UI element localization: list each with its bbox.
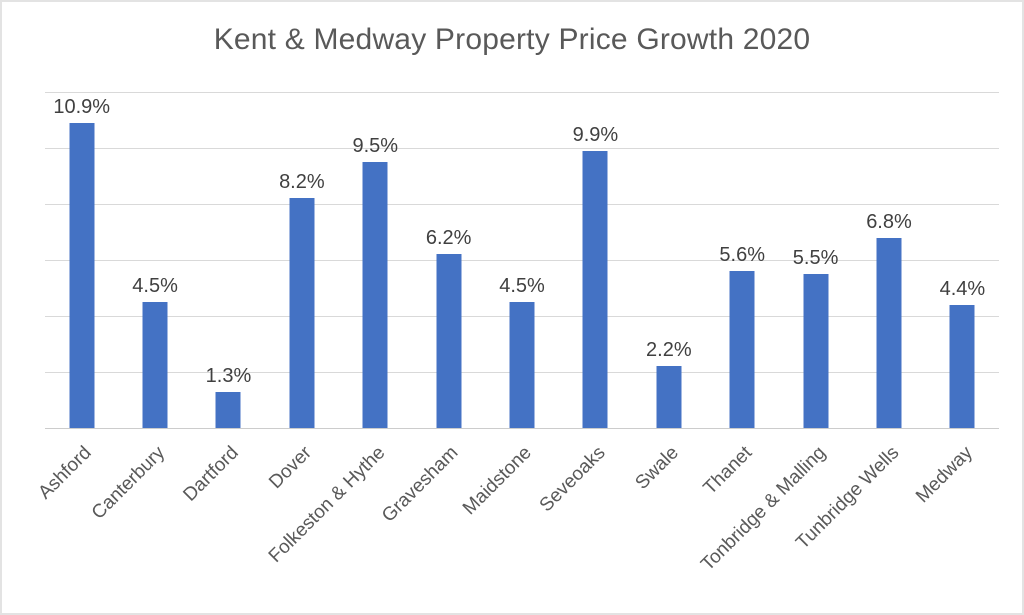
x-axis-label: Dover [265, 442, 317, 493]
x-axis-line [45, 428, 999, 429]
x-axis-labels: Ashford Canterbury Dartford Dover Folkeston … [35, 429, 999, 615]
x-label-cell: Swale [632, 429, 705, 615]
bar-column: 5.5% [779, 92, 852, 428]
x-label-cell: Seveoaks [536, 429, 632, 615]
x-label-cell: Medway [912, 429, 999, 615]
bar [729, 271, 755, 428]
bar-value-label: 5.5% [792, 247, 839, 269]
bar [509, 302, 535, 428]
x-label-cell: Maidstone [459, 429, 558, 615]
bar-columns: 10.9% 4.5% 1.3% 8.2% 9.5% 6.2% 4.5% 9.9% 2.2% 5.6… [45, 92, 999, 428]
bar [289, 198, 315, 428]
bar [949, 304, 975, 428]
bar-value-label: 1.3% [205, 364, 252, 387]
gridline [45, 148, 999, 149]
bar-column: 4.4% [926, 92, 999, 428]
bar [656, 366, 682, 428]
bar-value-label: 4.5% [132, 275, 178, 297]
bar-column: 9.5% [339, 92, 412, 428]
bar-column: 2.2% [632, 92, 705, 428]
plot-area: 10.9% 4.5% 1.3% 8.2% 9.5% 6.2% 4.5% 9.9% 2.2% 5.6… [45, 92, 999, 429]
bar-value-label: 10.9% [53, 95, 111, 118]
bar-column: 4.5% [485, 92, 558, 428]
bar-column: 6.8% [852, 92, 925, 428]
x-label-cell: Tunbridge Wells [792, 429, 925, 615]
gridline [45, 204, 999, 205]
gridline [45, 260, 999, 261]
chart-title: Kent & Medway Property Price Growth 2020 [213, 23, 811, 56]
x-axis-label: Swale [631, 442, 683, 494]
x-label-cell: Folkeston & Hythe [265, 429, 412, 615]
x-axis-label: Thanet [699, 442, 757, 499]
x-label-cell: Dartford [179, 429, 265, 615]
bar-value-label: 4.5% [499, 275, 545, 297]
bar [362, 162, 388, 428]
bar-column: 9.9% [559, 92, 632, 428]
bar-column: 6.2% [412, 92, 485, 428]
bar [582, 150, 608, 428]
x-label-cell: Ashford [35, 429, 118, 615]
bar-value-label: 9.5% [352, 135, 399, 157]
bar-value-label: 6.8% [866, 210, 912, 233]
bar-column: 5.6% [706, 92, 779, 428]
bar-value-label: 2.2% [646, 339, 692, 362]
bar [803, 274, 829, 428]
bar-value-label: 6.2% [425, 227, 472, 250]
bar-value-label: 5.6% [719, 244, 765, 267]
bar-value-label: 8.2% [279, 171, 325, 194]
bar-column: 1.3% [192, 92, 265, 428]
bar-column: 4.5% [118, 92, 191, 428]
gridline [45, 92, 999, 93]
bar [436, 254, 462, 428]
bar-column: 8.2% [265, 92, 338, 428]
bar [876, 237, 902, 428]
x-label-cell: Gravesham [379, 429, 485, 615]
bar [69, 122, 95, 428]
bar [215, 391, 241, 428]
bar-column: 10.9% [45, 92, 118, 428]
x-axis-label: Ashford [34, 442, 96, 504]
bar [142, 302, 168, 428]
bar-value-label: 9.9% [572, 123, 619, 146]
bar-value-label: 4.4% [939, 277, 986, 300]
x-label-cell: Canterbury [88, 429, 191, 615]
